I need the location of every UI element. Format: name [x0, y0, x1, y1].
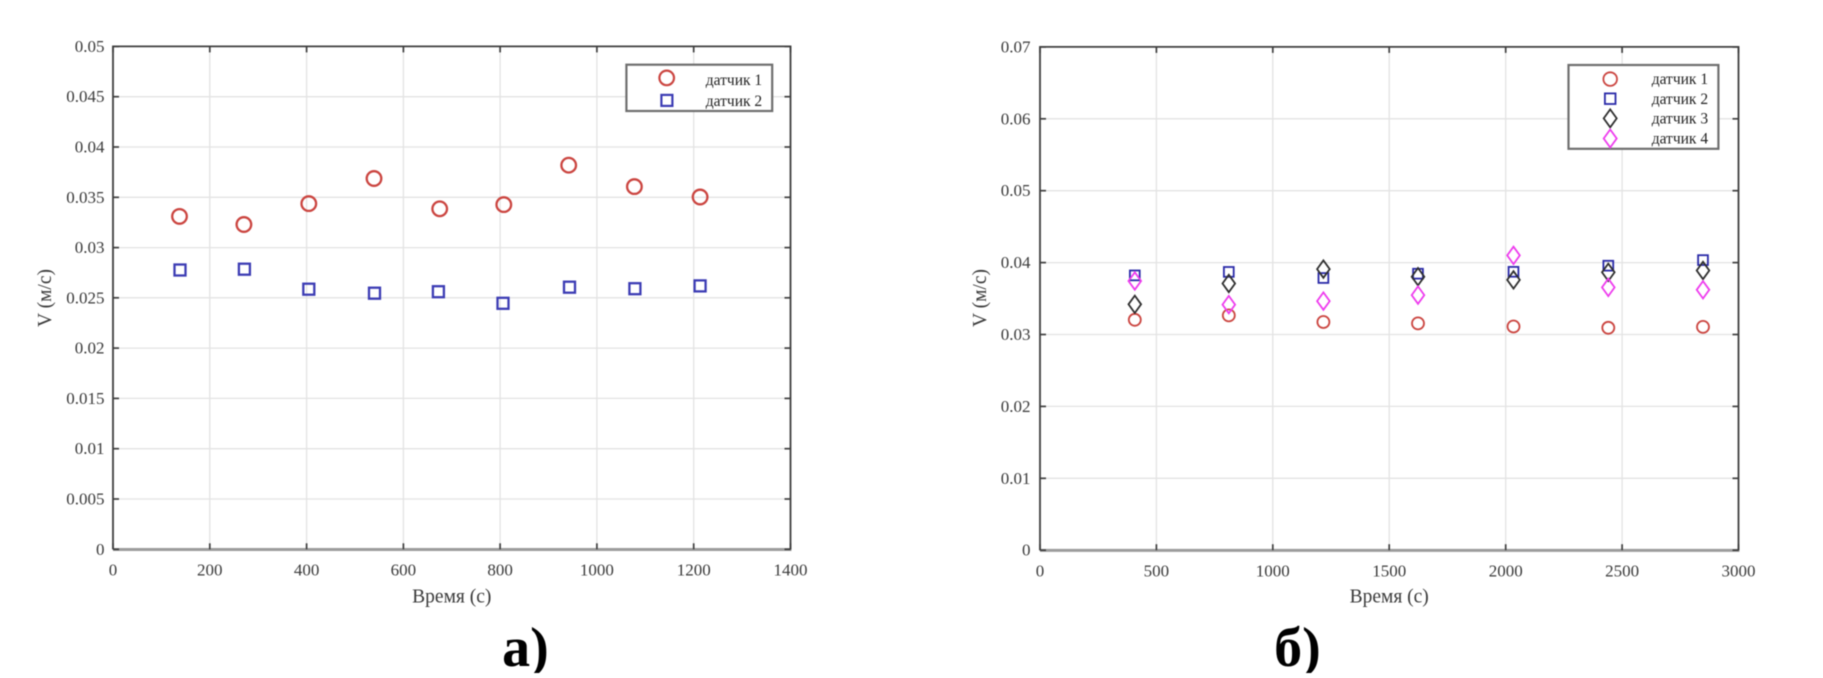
svg-text:0.015: 0.015 — [66, 389, 104, 408]
svg-text:V (м/с): V (м/с) — [970, 269, 991, 327]
svg-text:1000: 1000 — [1256, 562, 1290, 581]
svg-text:V (м/с): V (м/с) — [35, 269, 56, 327]
svg-text:0.005: 0.005 — [66, 490, 104, 509]
svg-text:1000: 1000 — [580, 561, 614, 580]
svg-text:0.04: 0.04 — [1001, 253, 1031, 272]
svg-text:2500: 2500 — [1605, 562, 1639, 581]
svg-text:1500: 1500 — [1372, 562, 1406, 581]
svg-text:а): а) — [502, 617, 549, 673]
svg-text:Время (с): Время (с) — [412, 587, 491, 608]
svg-text:2000: 2000 — [1489, 562, 1523, 581]
svg-text:0.025: 0.025 — [66, 288, 104, 307]
svg-text:датчик 1: датчик 1 — [706, 72, 762, 89]
svg-text:0: 0 — [1036, 562, 1045, 581]
svg-text:датчик 2: датчик 2 — [706, 93, 762, 110]
svg-text:500: 500 — [1144, 562, 1170, 581]
svg-text:3000: 3000 — [1722, 562, 1756, 581]
svg-text:Время (с): Время (с) — [1350, 587, 1429, 608]
svg-text:0: 0 — [1022, 541, 1031, 560]
svg-text:0.035: 0.035 — [66, 188, 104, 207]
svg-text:1400: 1400 — [774, 561, 808, 580]
svg-text:0.05: 0.05 — [75, 37, 105, 56]
svg-text:1200: 1200 — [677, 561, 711, 580]
svg-text:0: 0 — [109, 561, 118, 580]
svg-text:400: 400 — [294, 561, 320, 580]
svg-text:0.04: 0.04 — [75, 138, 105, 157]
svg-text:0.03: 0.03 — [75, 238, 105, 257]
svg-text:800: 800 — [487, 561, 513, 580]
svg-text:600: 600 — [391, 561, 417, 580]
svg-text:датчик 3: датчик 3 — [1652, 111, 1709, 128]
svg-text:0.01: 0.01 — [75, 439, 105, 458]
svg-text:датчик 2: датчик 2 — [1652, 91, 1708, 108]
svg-text:0.045: 0.045 — [66, 87, 104, 106]
svg-text:0.01: 0.01 — [1001, 469, 1031, 488]
svg-text:0.07: 0.07 — [1001, 37, 1031, 56]
svg-text:0.02: 0.02 — [75, 339, 105, 358]
svg-text:0.03: 0.03 — [1001, 325, 1031, 344]
svg-text:0: 0 — [96, 540, 105, 559]
svg-text:датчик 1: датчик 1 — [1652, 71, 1708, 88]
svg-text:200: 200 — [197, 561, 223, 580]
svg-text:0.02: 0.02 — [1001, 397, 1031, 416]
svg-text:б): б) — [1274, 617, 1321, 673]
svg-text:датчик 4: датчик 4 — [1652, 130, 1709, 147]
svg-text:0.06: 0.06 — [1001, 109, 1031, 128]
svg-text:0.05: 0.05 — [1001, 181, 1031, 200]
